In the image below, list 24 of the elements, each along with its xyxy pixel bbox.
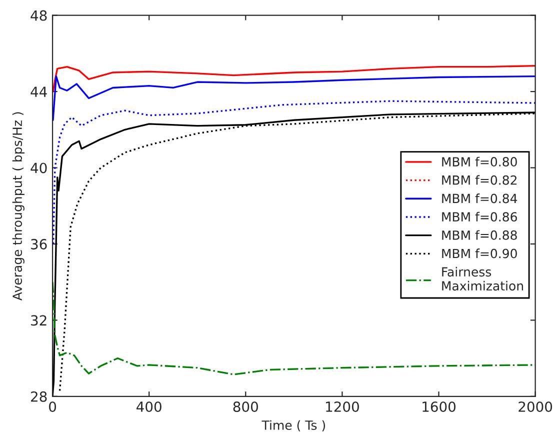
line-series [52,100,536,245]
y-tick-label: 32 [31,315,46,326]
x-tick-label: 1200 [326,401,359,412]
y-tick-label: 36 [31,238,47,250]
legend-label: MBM f=0.82 [442,175,516,185]
line-series [52,75,536,121]
y-tick-label: 48 [30,10,47,21]
legend-label: MBM f=0.84 [442,194,518,204]
y-tick-label: 28 [31,391,47,402]
x-tick-label: 0 [49,401,56,412]
legend-label: MBM f=0.88 [442,230,517,240]
x-tick-label: 400 [136,401,162,412]
legend-label: MBM f=0.80 [442,156,517,166]
y-axis-title: Average throughput ( bps/Hz ) [12,112,24,300]
x-axis-title: Time ( Ts ) [262,420,326,432]
line-series [52,64,536,92]
x-tick-label: 800 [233,401,258,412]
x-tick-label: 1600 [422,401,456,412]
y-tick-label: 44 [30,86,47,97]
legend-label: MBM f=0.86 [442,212,517,222]
x-tick-label: 2000 [518,401,552,412]
legend-label: MBM f=0.90 [442,248,517,258]
legend-label: Fairness Maximization [442,266,523,291]
y-tick-label: 40 [30,162,47,174]
